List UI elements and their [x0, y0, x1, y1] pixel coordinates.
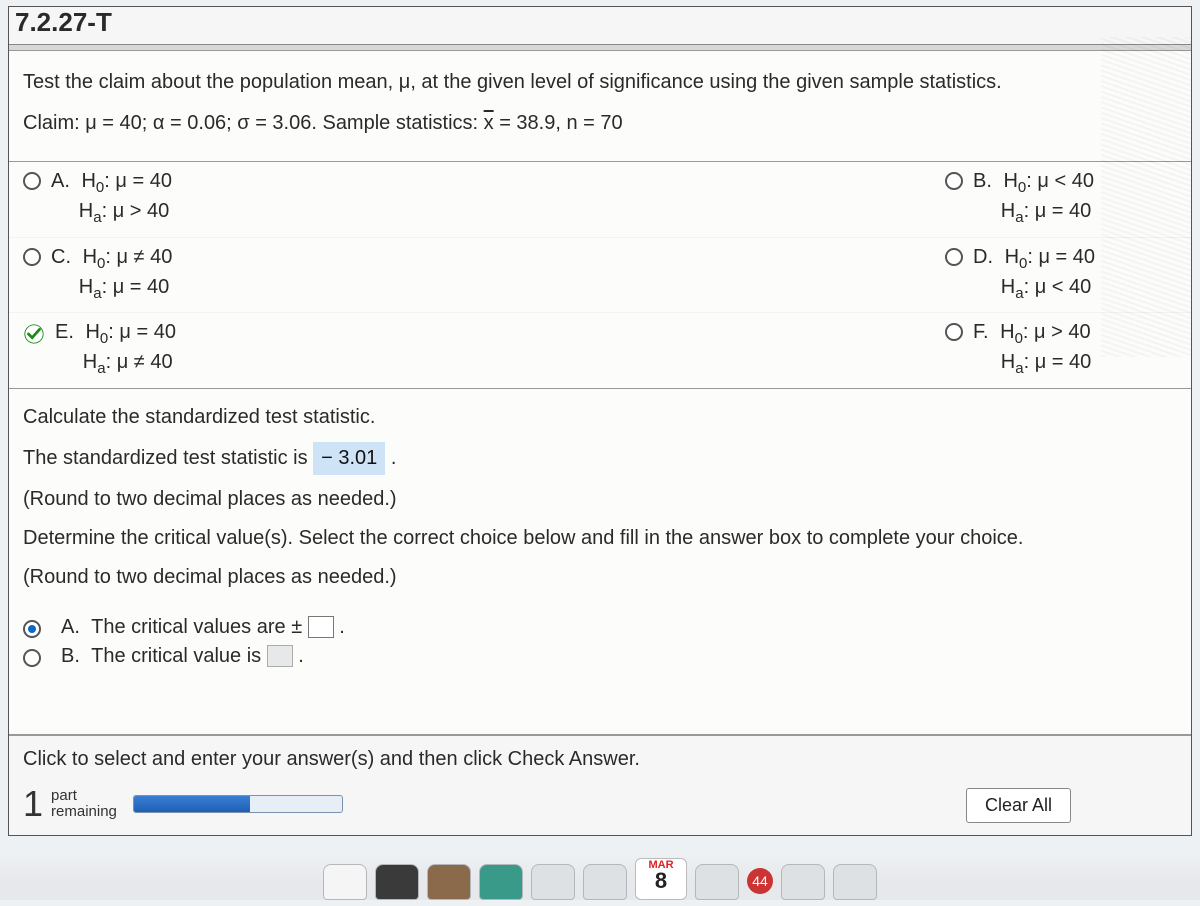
critical-choices: A. The critical values are ± . B. The cr…	[9, 616, 1191, 682]
calendar-day: 8	[636, 871, 686, 891]
dock-item[interactable]	[583, 864, 627, 900]
critical-A-label: A.	[61, 616, 80, 639]
option-F-body: F. H0: μ > 40 Ha: μ = 40	[973, 319, 1091, 380]
option-B-body: B. H0: μ < 40 Ha: μ = 40	[973, 168, 1094, 229]
option-B-label: B.	[973, 168, 992, 195]
dock-item[interactable]	[695, 864, 739, 900]
critical-round: (Round to two decimal places as needed.)	[23, 563, 1177, 592]
progress-fill	[134, 796, 250, 812]
question-block: Test the claim about the population mean…	[9, 51, 1191, 162]
option-D-body: D. H0: μ = 40 Ha: μ < 40	[973, 244, 1095, 305]
progress-bar	[133, 795, 343, 813]
critical-prompt: Determine the critical value(s). Select …	[23, 524, 1177, 553]
footer-instruction: Click to select and enter your answer(s)…	[23, 748, 1177, 771]
footer: Click to select and enter your answer(s)…	[9, 734, 1191, 835]
radio-E-correct[interactable]	[23, 323, 45, 345]
critical-option-A[interactable]: A. The critical values are ± .	[23, 616, 1177, 639]
dock-item[interactable]	[323, 864, 367, 900]
calc-round: (Round to two decimal places as needed.)	[23, 485, 1177, 514]
option-row: A. H0: μ = 40 Ha: μ > 40 B. H0: μ < 40 H…	[9, 162, 1191, 238]
option-F-label: F.	[973, 319, 989, 346]
option-D[interactable]: D. H0: μ = 40 Ha: μ < 40	[931, 238, 1191, 313]
hypothesis-options: A. H0: μ = 40 Ha: μ > 40 B. H0: μ < 40 H…	[9, 162, 1191, 389]
option-A[interactable]: A. H0: μ = 40 Ha: μ > 40	[9, 162, 931, 237]
option-D-label: D.	[973, 244, 993, 271]
radio-critical-B[interactable]	[23, 649, 41, 667]
calc-post: .	[391, 447, 397, 469]
critical-B-text: The critical value is	[91, 645, 267, 667]
dock-item[interactable]	[427, 864, 471, 900]
critical-A-text: The critical values are ±	[91, 616, 308, 638]
option-C-label: C.	[51, 244, 71, 271]
option-C[interactable]: C. H0: μ ≠ 40 Ha: μ = 40	[9, 238, 931, 313]
question-code: 7.2.27-T	[9, 7, 1191, 45]
dock-item[interactable]	[531, 864, 575, 900]
dock-item[interactable]	[479, 864, 523, 900]
question-prompt: Test the claim about the population mean…	[23, 69, 1177, 96]
dock-item[interactable]	[781, 864, 825, 900]
radio-critical-A[interactable]	[23, 620, 41, 638]
radio-C[interactable]	[23, 248, 41, 266]
parts-label-1: part	[51, 788, 117, 804]
calc-heading: Calculate the standardized test statisti…	[23, 403, 1177, 432]
parts-label-2: remaining	[51, 804, 117, 820]
claim-suffix: = 38.9, n = 70	[494, 112, 623, 134]
macos-dock: MAR 8 44	[0, 852, 1200, 900]
calc-line: The standardized test statistic is − 3.0…	[23, 442, 1177, 475]
dock-item[interactable]	[833, 864, 877, 900]
option-F[interactable]: F. H0: μ > 40 Ha: μ = 40	[931, 313, 1191, 388]
parts-number: 1	[23, 783, 43, 825]
calc-pre: The standardized test statistic is	[23, 447, 313, 469]
option-C-body: C. H0: μ ≠ 40 Ha: μ = 40	[51, 244, 172, 305]
option-B[interactable]: B. H0: μ < 40 Ha: μ = 40	[931, 162, 1191, 237]
critical-B-input	[267, 645, 293, 667]
dock-item[interactable]	[375, 864, 419, 900]
calendar-icon[interactable]: MAR 8	[635, 858, 687, 900]
critical-B-label: B.	[61, 645, 80, 668]
claim-prefix: Claim: μ = 40; α = 0.06; σ = 3.06. Sampl…	[23, 112, 484, 134]
radio-D[interactable]	[945, 248, 963, 266]
dock-badge: 44	[747, 868, 773, 894]
clear-all-button[interactable]: Clear All	[966, 788, 1071, 823]
quiz-panel: 7.2.27-T Test the claim about the popula…	[8, 6, 1192, 836]
option-A-body: A. H0: μ = 40 Ha: μ > 40	[51, 168, 172, 229]
critical-option-B[interactable]: B. The critical value is .	[23, 645, 1177, 668]
calc-block: Calculate the standardized test statisti…	[9, 389, 1191, 610]
test-statistic-answer[interactable]: − 3.01	[313, 442, 385, 475]
option-E-label: E.	[55, 319, 74, 346]
option-A-label: A.	[51, 168, 70, 195]
option-E[interactable]: E. H0: μ = 40 Ha: μ ≠ 40	[9, 313, 931, 388]
critical-A-input[interactable]	[308, 616, 334, 638]
radio-B[interactable]	[945, 172, 963, 190]
check-icon	[23, 323, 45, 345]
radio-F[interactable]	[945, 323, 963, 341]
option-E-body: E. H0: μ = 40 Ha: μ ≠ 40	[55, 319, 176, 380]
option-row: E. H0: μ = 40 Ha: μ ≠ 40 F. H0: μ > 40 H…	[9, 313, 1191, 388]
radio-A[interactable]	[23, 172, 41, 190]
parts-remaining: 1 part remaining	[23, 783, 117, 825]
option-row: C. H0: μ ≠ 40 Ha: μ = 40 D. H0: μ = 40 H…	[9, 238, 1191, 314]
question-claim: Claim: μ = 40; α = 0.06; σ = 3.06. Sampl…	[23, 110, 1177, 137]
xbar-symbol: x	[484, 110, 494, 137]
